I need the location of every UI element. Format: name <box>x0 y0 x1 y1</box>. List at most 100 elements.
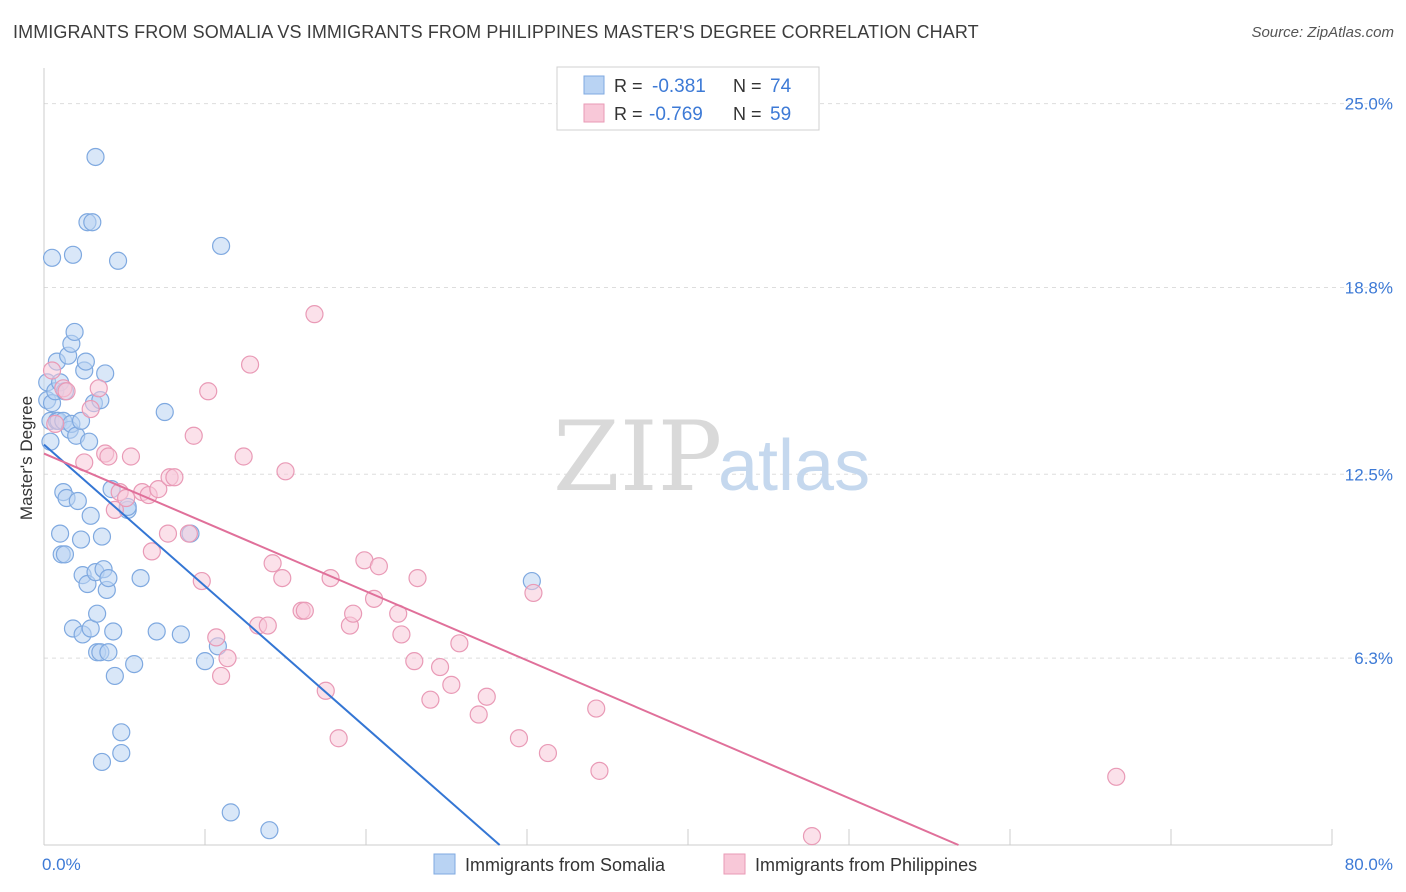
philippines-point-28 <box>240 355 260 374</box>
philippines-point-21 <box>184 426 203 445</box>
somalia-point-38 <box>83 213 102 232</box>
philippines-point-26 <box>218 649 237 668</box>
philippines-point-23 <box>199 382 218 401</box>
philippines-point-1 <box>46 414 65 433</box>
philippines-point-36 <box>305 305 324 324</box>
stats-philippines-r-value: -0.769 <box>649 104 703 125</box>
philippines-point-6 <box>89 379 108 398</box>
philippines-point-16 <box>149 480 168 499</box>
y-tick-labels: 6.3% 12.5% 18.8% 25.0% <box>1345 95 1393 669</box>
somalia-point-56 <box>108 251 128 270</box>
somalia-point-5 <box>42 248 62 267</box>
legend-somalia-swatch[interactable] <box>433 853 456 875</box>
somalia-point-35 <box>79 432 99 451</box>
somalia-point-67 <box>195 652 215 671</box>
stats-somalia-r-value: -0.381 <box>652 76 706 97</box>
philippines-point-47 <box>405 652 424 671</box>
somalia-point-63 <box>147 622 166 641</box>
philippines-point-22 <box>192 571 211 591</box>
somalia-point-23 <box>63 245 83 264</box>
philippines-point-5 <box>81 399 100 419</box>
stats-box: R = -0.381 N = 74 R = -0.769 N = 59 <box>556 66 820 131</box>
philippines-point-55 <box>509 729 529 748</box>
philippines-point-54 <box>477 687 496 706</box>
philippines-point-44 <box>369 557 388 576</box>
x-ticks <box>204 829 1333 845</box>
somalia-point-71 <box>260 821 279 840</box>
somalia-point-47 <box>92 527 112 546</box>
somalia-trend-line <box>43 443 501 846</box>
legend-philippines-label[interactable]: Immigrants from Philippines <box>755 855 977 875</box>
philippines-point-60 <box>802 827 822 846</box>
somalia-point-55 <box>105 666 124 686</box>
philippines-point-57 <box>538 743 558 763</box>
stats-philippines-n-label: N = <box>733 104 762 124</box>
somalia-point-27 <box>71 530 91 549</box>
philippines-point-48 <box>408 568 427 588</box>
philippines-point-25 <box>212 666 231 686</box>
somalia-point-51 <box>99 568 118 588</box>
philippines-point-19 <box>165 468 184 487</box>
y-tick-label-0: 6.3% <box>1354 649 1393 668</box>
philippines-point-31 <box>263 554 282 573</box>
stats-philippines-n-value: 59 <box>770 104 791 125</box>
somalia-point-11 <box>50 524 70 543</box>
y-tick-label-1: 12.5% <box>1345 465 1393 484</box>
philippines-point-53 <box>469 705 488 724</box>
somalia-point-28 <box>71 411 91 431</box>
somalia-point-69 <box>212 236 231 256</box>
stats-philippines-r-label: R = <box>614 104 643 124</box>
philippines-point-35 <box>295 601 314 620</box>
philippines-point-50 <box>430 657 450 677</box>
watermark: ZIP atlas <box>553 401 870 513</box>
y-tick-label-2: 18.8% <box>1345 278 1393 297</box>
stats-somalia-r-label: R = <box>614 76 643 96</box>
somalia-point-57 <box>112 723 131 742</box>
philippines-point-51 <box>442 675 461 694</box>
philippines-point-41 <box>344 604 363 623</box>
philippines-point-12 <box>121 447 141 466</box>
chart-title: IMMIGRANTS FROM SOMALIA VS IMMIGRANTS FR… <box>13 22 979 42</box>
philippines-trend-line <box>43 452 959 846</box>
somalia-point-65 <box>171 625 190 644</box>
philippines-point-59 <box>590 761 609 780</box>
somalia-point-64 <box>155 402 174 422</box>
philippines-point-49 <box>421 690 440 709</box>
philippines-point-33 <box>276 462 295 481</box>
somalia-point-61 <box>125 654 144 674</box>
y-axis-label: Master's Degree <box>17 396 36 520</box>
stats-somalia-n-label: N = <box>733 76 762 96</box>
somalia-point-52 <box>99 643 118 662</box>
grid-lines <box>44 103 1393 659</box>
philippines-point-0 <box>42 361 62 380</box>
x-tick-label-max: 80.0% <box>1345 855 1393 874</box>
philippines-point-9 <box>105 500 124 519</box>
somalia-point-3 <box>41 432 60 451</box>
somalia-point-37 <box>81 506 100 525</box>
watermark-atlas: atlas <box>718 426 870 506</box>
philippines-point-39 <box>329 729 348 748</box>
x-tick-label-min: 0.0% <box>42 855 81 874</box>
source-credit: Source: ZipAtlas.com <box>1251 24 1394 41</box>
philippines-point-56 <box>524 583 543 603</box>
philippines-point-30 <box>258 616 277 635</box>
philippines-point-52 <box>450 634 469 653</box>
philippines-point-58 <box>587 699 606 718</box>
legend-somalia-label[interactable]: Immigrants from Somalia <box>465 855 666 875</box>
philippines-point-17 <box>158 524 178 543</box>
somalia-point-40 <box>86 147 105 167</box>
philippines-point-3 <box>57 382 76 401</box>
somalia-point-62 <box>131 568 150 588</box>
philippines-point-15 <box>142 542 161 561</box>
philippines-point-32 <box>273 568 292 588</box>
somalia-point-43 <box>88 604 107 623</box>
stats-somalia-n-value: 74 <box>770 76 792 97</box>
philippines-point-27 <box>234 447 253 466</box>
y-tick-label-3: 25.0% <box>1345 95 1393 114</box>
series-philippines-points <box>42 305 1126 846</box>
stats-somalia-swatch <box>583 75 605 95</box>
somalia-point-24 <box>65 322 84 342</box>
legend-philippines-swatch[interactable] <box>723 853 746 875</box>
somalia-point-70 <box>221 803 240 822</box>
philippines-point-20 <box>179 524 198 543</box>
